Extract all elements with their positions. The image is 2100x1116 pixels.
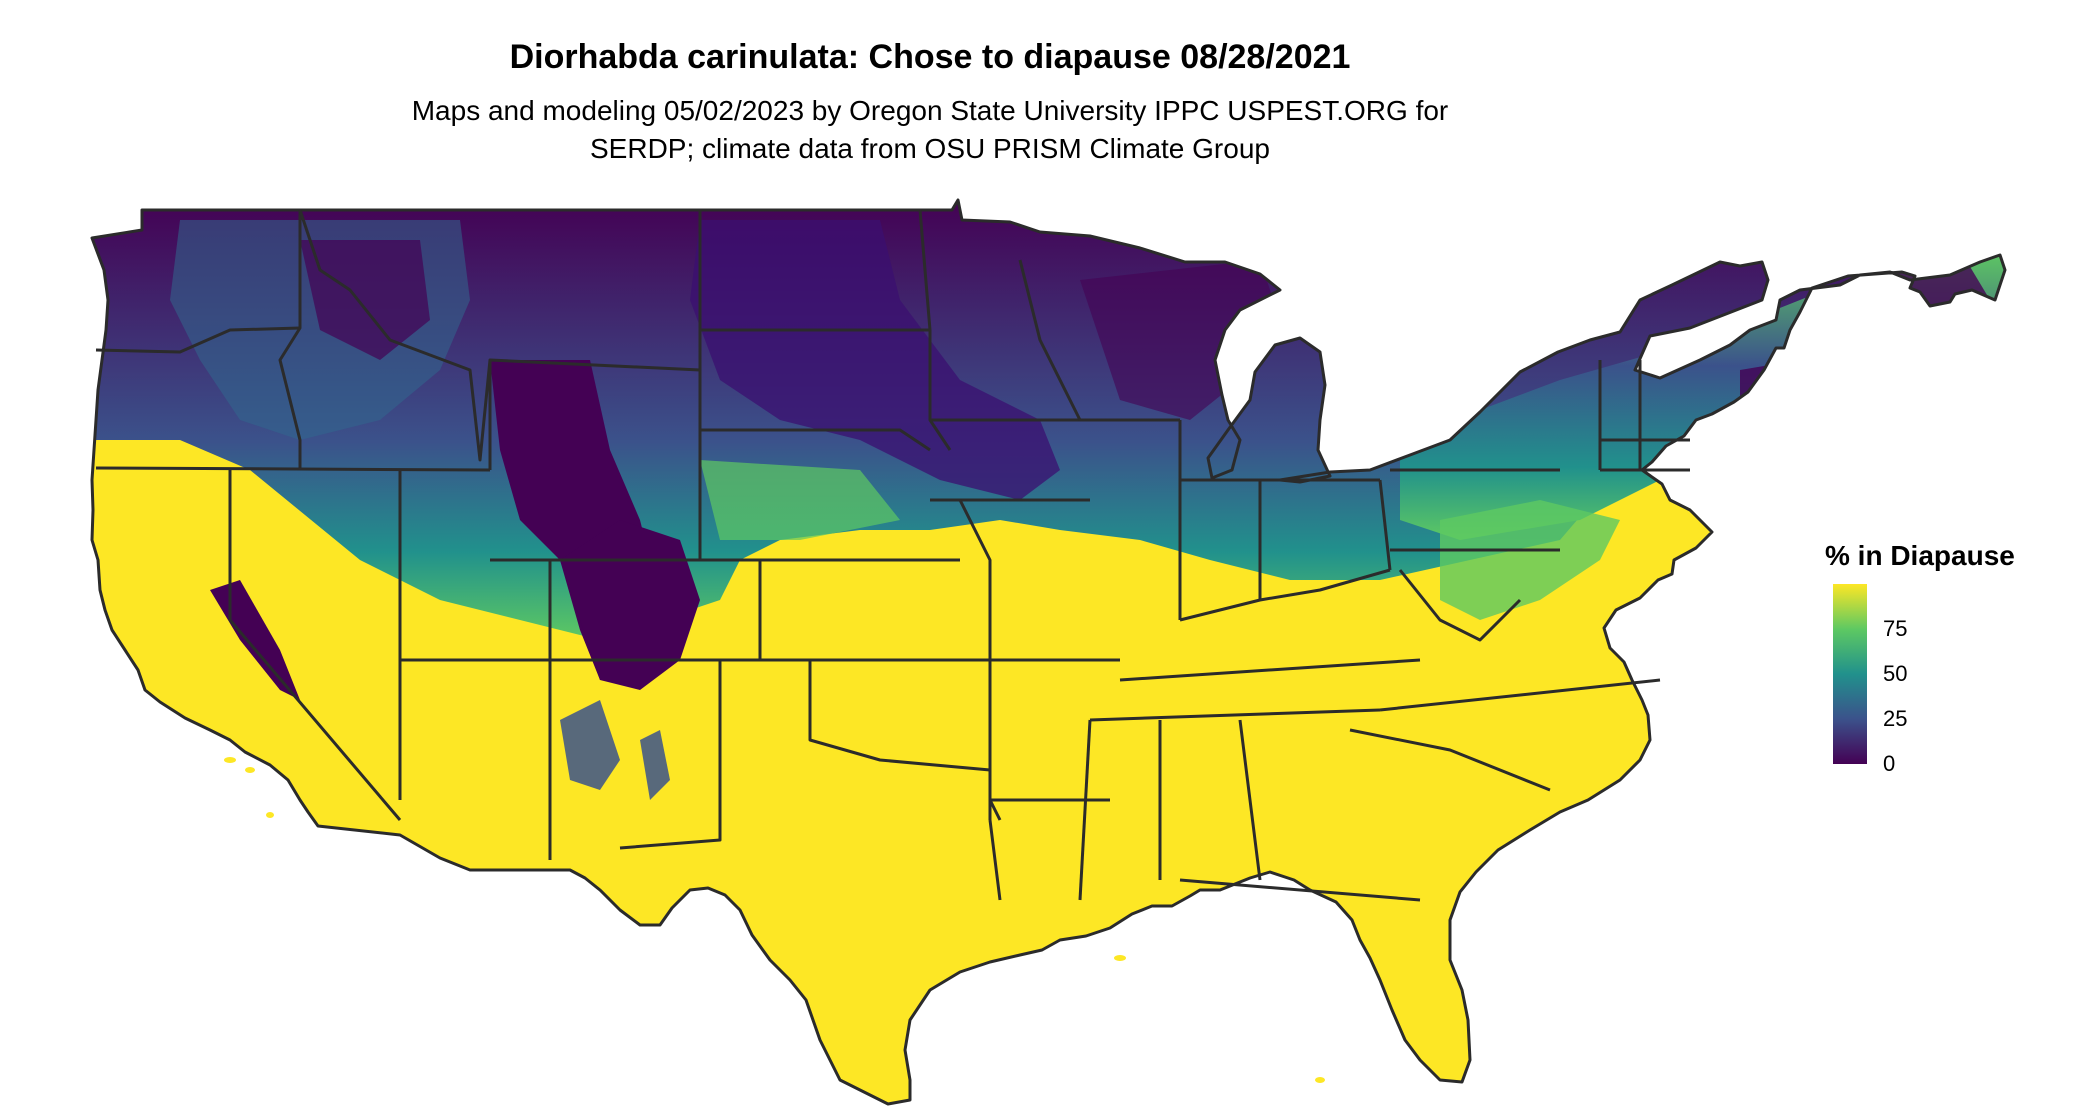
legend-tick-50: [1867, 673, 1875, 675]
map-subtitle: Maps and modeling 05/02/2023 by Oregon S…: [0, 92, 1860, 168]
legend-tick-label-0: 0: [1883, 751, 1896, 776]
legend-tick-label-50: 50: [1883, 661, 1908, 686]
legend-tick-label-75: 75: [1883, 616, 1908, 641]
subtitle-line-2: SERDP; climate data from OSU PRISM Clima…: [590, 133, 1270, 164]
map-title: Diorhabda carinulata: Chose to diapause …: [509, 38, 1351, 76]
legend-title: % in Diapause: [1825, 540, 2015, 571]
coastal-islands: [224, 757, 1325, 1083]
state-borders: [90, 198, 2007, 1106]
legend-tick-0: [1867, 763, 1875, 765]
subtitle-line-1: Maps and modeling 05/02/2023 by Oregon S…: [411, 95, 1449, 126]
legend: % in Diapause 75 50 25 0: [1825, 540, 2065, 780]
legend-colorbar: [1833, 584, 1867, 764]
legend-tick-25: [1867, 718, 1875, 720]
legend-tick-label-25: 25: [1883, 706, 1908, 731]
legend-tick-75: [1867, 628, 1875, 630]
